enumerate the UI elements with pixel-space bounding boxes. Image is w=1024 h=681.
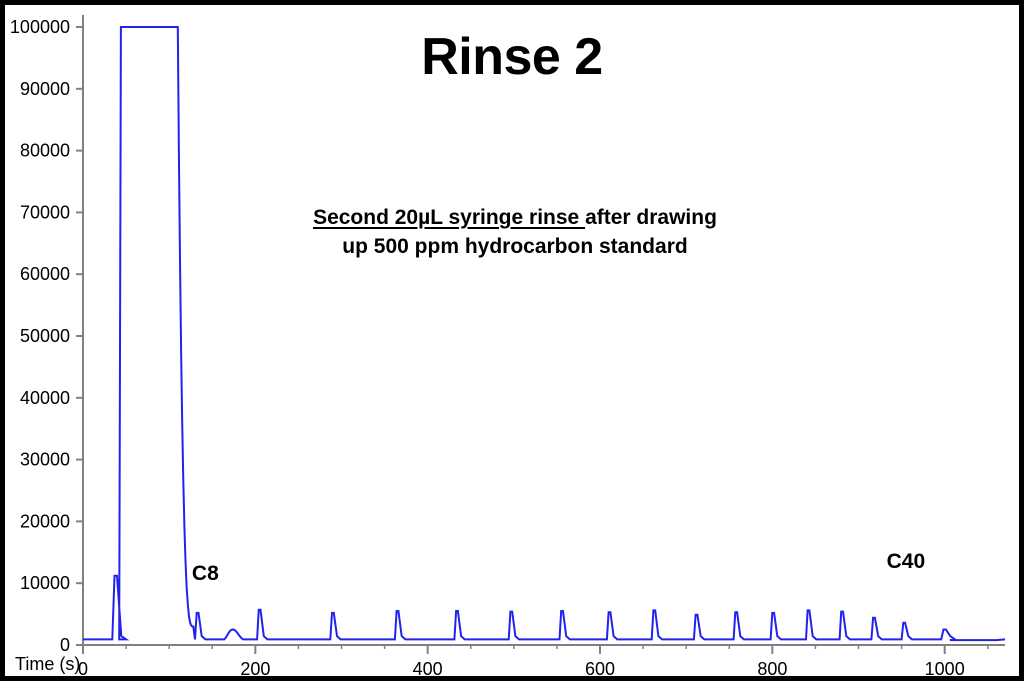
y-tick-label: 50000 xyxy=(20,326,70,346)
peak-label-c8: C8 xyxy=(192,562,219,585)
annotation-line-2: up 500 ppm hydrocarbon standard xyxy=(342,235,688,258)
y-tick-label: 70000 xyxy=(20,202,70,222)
x-axis: 0 200 400 600 800 1000 xyxy=(78,644,1005,676)
annotation-underlined-text: Second 20µL syringe rinse xyxy=(313,206,586,229)
chromatogram-trace xyxy=(83,26,1006,642)
y-tick-label: 30000 xyxy=(20,450,70,470)
y-tick-label: 90000 xyxy=(20,79,70,99)
y-axis: 0 10000 20000 30000 40000 50000 60000 70000 8000… xyxy=(10,15,84,655)
x-tick-label: 400 xyxy=(413,659,443,676)
x-tick-label: 0 xyxy=(78,659,88,676)
chart-annotation: Second 20µL syringe rinse after drawing … xyxy=(185,203,845,261)
annotation-plain-text: after drawing xyxy=(585,206,717,229)
peak-labels: C8 C40 xyxy=(192,550,925,585)
x-tick-label: 800 xyxy=(757,659,787,676)
y-tick-label: 60000 xyxy=(20,264,70,284)
peak-label-c40: C40 xyxy=(887,550,926,573)
y-tick-label: 80000 xyxy=(20,141,70,161)
x-tick-label: 1000 xyxy=(925,659,965,676)
y-tick-label: 10000 xyxy=(20,573,70,593)
x-axis-label: Time (s) xyxy=(15,654,80,674)
y-tick-label: 0 xyxy=(60,635,70,655)
chart-canvas: Rinse 2 Second 20µL syringe rinse after … xyxy=(5,5,1019,676)
annotation-line-1: Second 20µL syringe rinse after drawing xyxy=(185,203,845,232)
y-tick-label: 100000 xyxy=(10,17,70,37)
y-tick-label: 20000 xyxy=(20,511,70,531)
y-tick-label: 40000 xyxy=(20,388,70,408)
x-tick-label: 600 xyxy=(585,659,615,676)
x-tick-label: 200 xyxy=(240,659,270,676)
chart-title: Rinse 2 xyxy=(421,28,603,86)
chromatogram-plot: 0100002000030000400005000060000700008000… xyxy=(10,15,1006,676)
